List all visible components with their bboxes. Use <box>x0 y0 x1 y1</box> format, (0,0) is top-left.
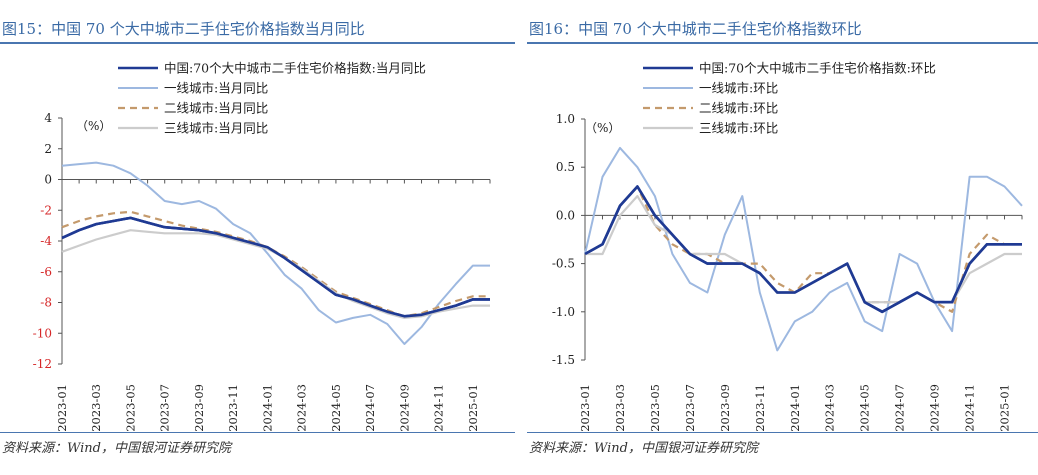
title-divider <box>0 42 515 44</box>
x-tick-label: 2023-03 <box>613 384 627 432</box>
x-tick-label: 2024-03 <box>295 384 309 432</box>
series-line-main-top <box>584 185 1022 314</box>
x-tick-label: 2025-01 <box>998 384 1012 432</box>
source-note: 资料来源：Wind，中国银河证券研究院 <box>529 441 758 456</box>
line-chart-mom: 1.0 0.5 0.0 -0.5 -1.0 -1.5 2023-01 2023-03 2023-… <box>552 61 1023 432</box>
x-tick-label: 2023-03 <box>89 384 103 432</box>
y-tick-label: -8 <box>40 296 52 310</box>
series-line-0 <box>61 216 490 318</box>
legend-label: 一线城市:当月同比 <box>164 81 268 96</box>
y-tick-label: 0.5 <box>556 160 575 174</box>
x-tick-label: 2024-09 <box>397 384 411 432</box>
y-tick-label: -1.0 <box>552 305 575 319</box>
legend-label: 二线城市:环比 <box>699 101 778 116</box>
x-tick-label: 2024-01 <box>788 384 802 432</box>
legend-label: 中国:70个大中城市二手住宅价格指数:当月同比 <box>164 61 426 76</box>
title-divider <box>527 42 1038 44</box>
x-tick-label: 2023-01 <box>578 384 592 432</box>
y-tick-label: -12 <box>33 357 52 371</box>
x-tick-label: 2024-05 <box>329 384 343 432</box>
y-tick-label: -4 <box>40 234 52 248</box>
y-tick-label: -10 <box>33 326 52 340</box>
x-tick-label: 2023-11 <box>226 384 240 432</box>
x-tick-label: 2023-05 <box>648 384 662 432</box>
series-line-2 <box>584 185 1022 313</box>
unit-label: （%） <box>76 119 111 133</box>
y-tick-label: 4 <box>44 111 52 125</box>
x-tick-label: 2024-11 <box>432 384 446 432</box>
y-tick-label: -1.5 <box>552 353 575 367</box>
x-tick-label: 2023-07 <box>158 384 172 432</box>
x-tick-label: 2023-11 <box>753 384 767 432</box>
unit-label: （%） <box>585 121 620 135</box>
legend-label: 二线城市:当月同比 <box>164 101 268 116</box>
y-tick-label: 0 <box>44 173 52 187</box>
y-tick-label: -0.5 <box>552 257 575 271</box>
legend-label: 三线城市:环比 <box>699 121 778 136</box>
series-line-3 <box>61 229 490 319</box>
chart-title: 图16：中国 70 个大中城市二手住宅价格指数环比 <box>529 20 862 38</box>
x-tick-label: 2025-01 <box>466 384 480 432</box>
y-tick-label: 2 <box>44 142 52 156</box>
x-tick-label: 2024-01 <box>260 384 274 432</box>
legend-label: 中国:70个大中城市二手住宅价格指数:环比 <box>699 61 936 76</box>
series-line-main-top <box>61 216 490 318</box>
x-tick-label: 2024-05 <box>858 384 872 432</box>
chart-panel-right: 图16：中国 70 个大中城市二手住宅价格指数环比 1.0 0.5 0.0 -0.5 -… <box>527 0 1038 475</box>
y-tick-label: -2 <box>40 203 52 217</box>
y-tick-label: -6 <box>40 265 52 279</box>
x-tick-label: 2024-07 <box>363 384 377 432</box>
x-tick-label: 2023-07 <box>683 384 697 432</box>
y-tick-label: 1.0 <box>556 112 575 126</box>
x-tick-label: 2023-05 <box>123 384 137 432</box>
x-tick-label: 2023-01 <box>55 384 69 432</box>
footer-divider <box>527 432 1038 433</box>
chart-title: 图15：中国 70 个大中城市二手住宅价格指数当月同比 <box>2 20 365 38</box>
x-tick-label: 2024-11 <box>963 384 977 432</box>
x-tick-label: 2023-09 <box>192 384 206 432</box>
x-tick-label: 2024-07 <box>893 384 907 432</box>
x-tick-label: 2023-09 <box>718 384 732 432</box>
y-tick-label: 0.0 <box>556 208 575 222</box>
x-tick-label: 2024-09 <box>928 384 942 432</box>
x-tick-label: 2024-03 <box>823 384 837 432</box>
series-line-1 <box>61 161 490 345</box>
footer-divider <box>0 432 515 433</box>
legend-label: 三线城市:当月同比 <box>164 121 268 136</box>
source-note: 资料来源：Wind，中国银河证券研究院 <box>2 441 231 456</box>
legend-label: 一线城市:环比 <box>699 81 778 96</box>
series-line-1 <box>584 146 1023 352</box>
chart-panel-left: 图15：中国 70 个大中城市二手住宅价格指数当月同比 4 2 0 -2 -4 -6 -8 -… <box>0 0 515 475</box>
